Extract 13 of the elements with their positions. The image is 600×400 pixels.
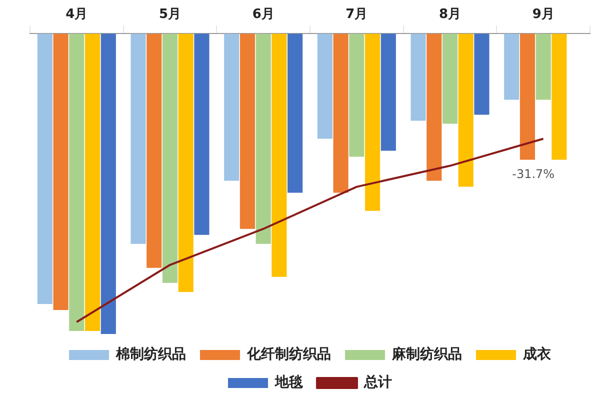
x-tick-label: 7月 (346, 7, 368, 22)
x-tick-label: 4月 (66, 7, 88, 22)
x-tick-label: 5月 (158, 7, 182, 22)
legend-label: 麻制纺织品 (391, 346, 462, 363)
x-tick-label: 9月 (532, 7, 554, 22)
legend-label: 棉制纺织品 (115, 346, 186, 363)
legend-label: 总计 (363, 374, 392, 391)
x-tick-label: 6月 (252, 7, 274, 22)
annotation: -31.7% (512, 166, 555, 181)
legend-label: 化纤制纺织品 (246, 346, 331, 363)
legend-label: 成衣 (522, 346, 552, 363)
legend-label: 地毯 (274, 374, 303, 391)
x-tick-label: 8月 (438, 7, 462, 22)
